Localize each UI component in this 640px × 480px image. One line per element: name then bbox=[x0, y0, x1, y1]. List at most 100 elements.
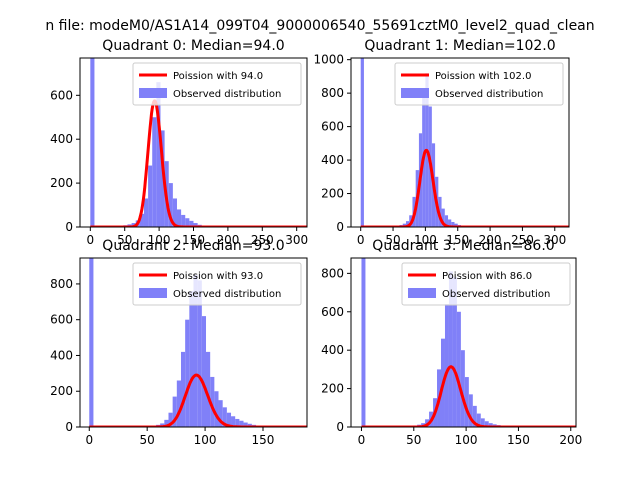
histogram-bar bbox=[218, 400, 223, 427]
axes-frame bbox=[350, 257, 577, 428]
quadrant-2-legend: Poission with 93.0 Observed distribution bbox=[132, 262, 302, 306]
legend-observed-label: Observed distribution bbox=[173, 289, 281, 300]
histogram-bar bbox=[454, 223, 458, 227]
histogram-bar bbox=[360, 58, 364, 227]
poisson-curve bbox=[89, 99, 307, 227]
histogram-bar bbox=[181, 214, 186, 227]
legend-box bbox=[394, 62, 564, 106]
histogram-bar bbox=[90, 58, 95, 227]
axes-frame bbox=[79, 257, 308, 428]
y-tick-label: 1000 bbox=[313, 53, 344, 67]
histogram-bar bbox=[451, 221, 455, 227]
legend-box bbox=[401, 262, 571, 306]
histogram-bar bbox=[189, 220, 194, 227]
histogram-bar bbox=[480, 418, 485, 427]
histogram-bar bbox=[456, 311, 461, 427]
x-tick-label: 50 bbox=[140, 433, 155, 447]
x-tick-label: 50 bbox=[385, 233, 400, 247]
y-tick-label: 400 bbox=[321, 153, 344, 167]
x-tick-label: 0 bbox=[86, 233, 94, 247]
axes-frame bbox=[350, 57, 570, 228]
histogram-bar bbox=[226, 412, 232, 427]
x-tick-label: 200 bbox=[216, 233, 239, 247]
histogram-bar bbox=[176, 380, 181, 427]
x-tick-label: 0 bbox=[358, 433, 366, 447]
quadrant-1-panel: Quadrant 1: Median=102.0 0 50 100 150 200 250 3… bbox=[313, 38, 570, 247]
x-tick-label: 200 bbox=[479, 233, 502, 247]
legend-observed-swatch bbox=[408, 288, 436, 298]
legend-observed-label: Observed distribution bbox=[435, 89, 543, 100]
histogram-bar bbox=[214, 391, 219, 427]
quadrant-1-legend: Poission with 102.0 Observed distribution bbox=[394, 62, 564, 106]
y-tick-label: 600 bbox=[321, 305, 344, 319]
histogram-bar bbox=[143, 198, 149, 227]
y-tick-label: 600 bbox=[50, 313, 73, 327]
x-tick-label: 50 bbox=[406, 433, 421, 447]
legend-observed-label: Observed distribution bbox=[442, 289, 550, 300]
legend-observed-swatch bbox=[401, 88, 429, 98]
legend-box bbox=[132, 62, 302, 106]
histogram-bar bbox=[176, 209, 182, 227]
y-tick-label: 0 bbox=[65, 220, 73, 234]
histogram-bar bbox=[189, 291, 194, 427]
histogram-bar bbox=[460, 350, 465, 427]
y-tick-label: 400 bbox=[50, 132, 73, 146]
histogram-bar bbox=[172, 198, 177, 227]
histogram-bar bbox=[160, 130, 165, 227]
y-tick-label: 800 bbox=[321, 266, 344, 280]
quadrant-0-panel: Quadrant 0: Median=94.0 0 50 100 150 200 250 30… bbox=[50, 38, 308, 247]
histogram-bar bbox=[148, 165, 153, 227]
y-tick-label: 400 bbox=[321, 343, 344, 357]
histogram-bar bbox=[444, 304, 449, 427]
x-tick-label: 150 bbox=[507, 433, 530, 447]
y-tick-label: 0 bbox=[65, 420, 73, 434]
y-tick-label: 200 bbox=[50, 384, 73, 398]
histogram-bar bbox=[201, 316, 207, 427]
histogram-bar bbox=[484, 421, 489, 427]
histogram-bar bbox=[231, 416, 236, 427]
x-tick-label: 150 bbox=[182, 233, 205, 247]
quadrant-2-panel: Quadrant 2: Median=93.0 0 50 100 150 0 200 400 6… bbox=[50, 238, 308, 447]
histogram-bar bbox=[402, 223, 406, 227]
histogram-bar bbox=[448, 219, 452, 227]
x-tick-label: 100 bbox=[414, 233, 437, 247]
poisson-curve bbox=[361, 365, 576, 427]
poisson-curve bbox=[88, 373, 307, 427]
y-tick-label: 600 bbox=[50, 88, 73, 102]
y-tick-label: 0 bbox=[336, 220, 344, 234]
histogram-bar bbox=[210, 376, 215, 427]
x-tick-label: 150 bbox=[252, 433, 275, 447]
histogram-bar bbox=[193, 274, 198, 427]
quadrant-3-legend: Poission with 86.0 Observed distribution bbox=[401, 262, 571, 306]
legend-observed-label: Observed distribution bbox=[173, 89, 281, 100]
histogram-bar bbox=[156, 82, 161, 227]
histogram-bar bbox=[185, 319, 190, 427]
y-tick-label: 400 bbox=[50, 348, 73, 362]
y-tick-label: 200 bbox=[321, 187, 344, 201]
histogram-bar bbox=[193, 223, 198, 227]
y-tick-label: 200 bbox=[50, 176, 73, 190]
quadrant-3-panel: Quadrant 3: Median=86.0 0 50 100 150 200 0 200 4… bbox=[321, 238, 582, 447]
x-tick-label: 300 bbox=[285, 233, 308, 247]
x-tick-label: 300 bbox=[543, 233, 566, 247]
histogram-bar bbox=[139, 213, 144, 227]
quadrant-1-plot-area bbox=[359, 58, 569, 227]
x-tick-label: 250 bbox=[251, 233, 274, 247]
x-tick-label: 100 bbox=[148, 233, 171, 247]
quadrant-3-title: Quadrant 3: Median=86.0 bbox=[372, 238, 554, 254]
histogram-bar bbox=[239, 420, 244, 427]
histogram-bar bbox=[444, 215, 449, 227]
histogram-bar bbox=[235, 418, 240, 427]
quadrant-1-title: Quadrant 1: Median=102.0 bbox=[364, 38, 555, 54]
x-tick-label: 100 bbox=[194, 433, 217, 447]
histogram-bar bbox=[441, 208, 445, 227]
histogram-bar bbox=[172, 396, 177, 427]
histogram-bar bbox=[243, 422, 248, 427]
histogram-bar bbox=[197, 280, 202, 427]
legend-poisson-label: Poission with 93.0 bbox=[173, 271, 263, 282]
histogram-bar bbox=[168, 412, 173, 427]
x-tick-label: 250 bbox=[511, 233, 534, 247]
quadrant-2-plot-area bbox=[88, 258, 307, 427]
histogram-bar bbox=[472, 405, 477, 427]
histogram-bar bbox=[361, 258, 366, 427]
